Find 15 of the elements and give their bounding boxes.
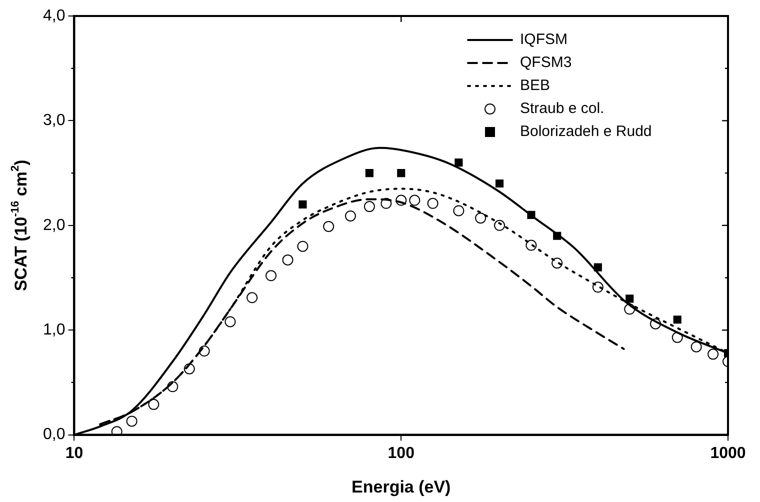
x-tick-label: 100 [388, 444, 415, 462]
legend-label: Straub e col. [520, 100, 604, 118]
legend-label: Bolorizadeh e Rudd [520, 123, 652, 140]
y-tick-label: 2,0 [42, 216, 66, 234]
y-tick-label: 1,0 [42, 322, 66, 339]
x-tick-label: 1000 [710, 444, 746, 462]
y-axis-title: SCAT (10-16 cm2) [9, 160, 31, 292]
y-tick-label: 4,0 [42, 7, 66, 24]
legend-label: BEB [520, 77, 550, 94]
legend-label: QFSM3 [520, 54, 572, 72]
y-tick-label: 3,0 [42, 112, 66, 130]
y-tick-label: 0,0 [42, 426, 66, 444]
legend-label: IQFSM [520, 31, 568, 48]
x-axis-title: Energia (eV) [352, 478, 451, 497]
x-tick-label: 10 [65, 444, 84, 462]
